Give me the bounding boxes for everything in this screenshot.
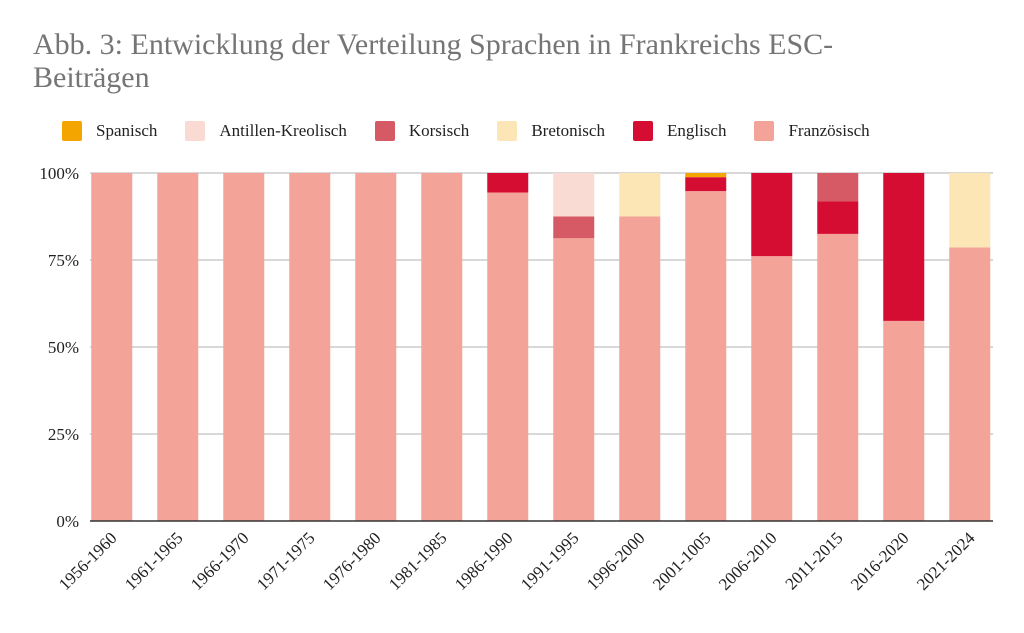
legend-label: Englisch [666,121,727,140]
legend-label: Korsisch [408,121,470,140]
bar-segment [685,177,727,192]
bar-segment [355,173,397,521]
bar-segment [949,247,991,522]
bar-segment [685,173,727,178]
legend-swatch [374,121,395,141]
bar-segment [553,238,595,521]
bar-segment [883,173,925,321]
x-tick-label: 1986-1990 [451,528,517,594]
legend: Spanisch Antillen-Kreolisch Korsisch Breton… [62,119,898,143]
y-tick-label: 0% [56,512,79,531]
x-tick-label: 1966-1970 [187,528,253,594]
legend-swatch [497,121,518,141]
legend-item: Antillen-Kreolisch [185,121,347,141]
y-tick-label: 75% [48,251,79,270]
bar-segment [157,173,199,521]
bar-segment [91,173,133,521]
y-tick-label: 25% [48,425,79,444]
legend-item: Korsisch [374,121,470,141]
x-tick-label: 1996-2000 [583,528,649,594]
y-tick-label: 50% [48,338,79,357]
legend-label: Spanisch [96,121,158,140]
bar-segment [421,173,463,521]
bar-segment [553,173,595,217]
legend-swatch [632,121,653,141]
x-tick-label: 1976-1980 [319,528,385,594]
x-tick-label: 2016-2020 [847,528,913,594]
chart-title: Abb. 3: Entwicklung der Verteilung Sprac… [33,28,834,94]
bar-segment [949,173,991,248]
legend-swatch [185,121,206,141]
bar-segment [487,173,529,193]
bar-segment [883,320,925,521]
bar-segment [487,192,529,521]
x-tick-label: 2006-2010 [715,528,781,594]
x-tick-label: 1961-1965 [121,528,187,594]
x-tick-label: 1971-1975 [253,528,319,594]
bar-segment [619,173,661,217]
bar-segment [751,173,793,257]
bar-segment [619,216,661,521]
bar-segment [751,256,793,521]
bar-segment [817,201,859,234]
x-tick-label: 1956-1960 [55,528,121,594]
legend-label: Bretonisch [531,121,605,140]
legend-item: Französisch [754,121,870,141]
legend-item: Spanisch [62,121,157,141]
bar-segment [817,233,859,521]
bar-segment [685,191,727,521]
x-tick-label: 2001-1005 [649,528,715,594]
y-tick-label: 100% [39,164,79,183]
bar-segment [553,216,595,239]
legend-swatch [754,121,775,141]
legend-item: Englisch [632,121,727,141]
legend-label: Antillen-Kreolisch [219,121,347,140]
x-tick-label: 1991-1995 [517,528,583,594]
bar-segment [289,173,331,521]
legend-label: Französisch [788,121,870,140]
legend-swatch [62,121,82,141]
bar-segment [223,173,265,521]
legend-item: Bretonisch [497,121,605,141]
x-tick-label: 1981-1985 [385,528,451,594]
bar-segment [817,173,859,202]
x-tick-label: 2011-2015 [782,528,847,593]
x-tick-label: 2021-2024 [913,528,979,594]
